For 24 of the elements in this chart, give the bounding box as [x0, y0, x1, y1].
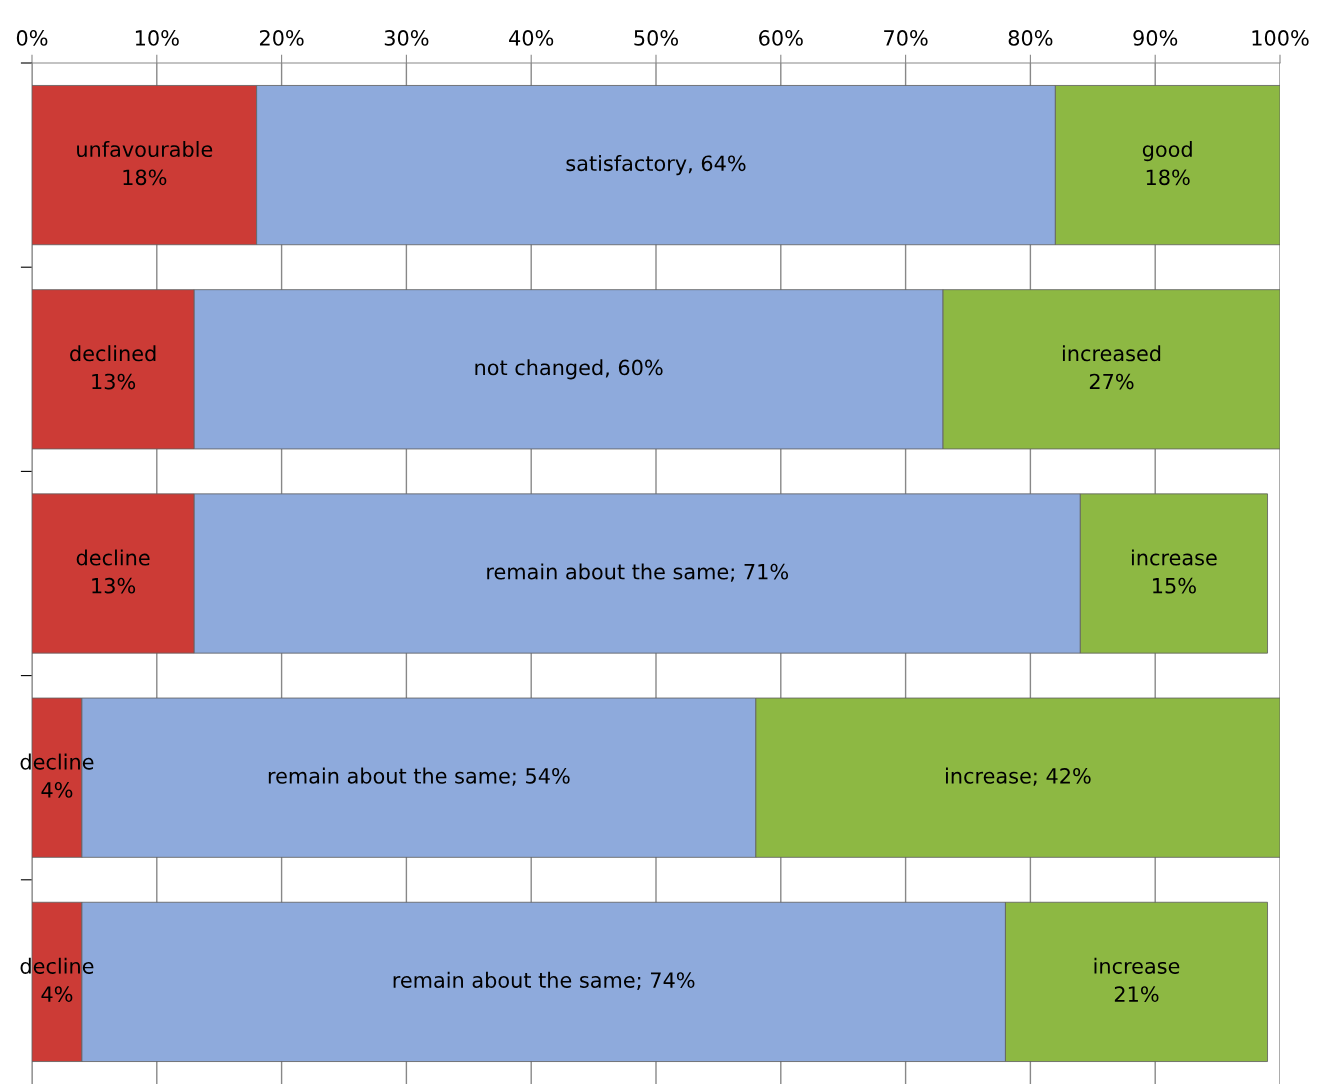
- x-tick-label: 60%: [759, 30, 803, 46]
- x-tick-label: 20%: [259, 30, 304, 46]
- x-tick-label: 90%: [1133, 30, 1178, 46]
- x-tick-label: 10%: [135, 30, 179, 46]
- x-tick-label: 40%: [509, 30, 554, 46]
- data-label: increase 15%: [1131, 549, 1217, 594]
- data-label: remain about the same; 74%: [393, 971, 695, 991]
- data-label: increased 27%: [1062, 345, 1161, 390]
- data-label: good 18%: [1142, 140, 1192, 186]
- data-label: increase; 42%: [946, 767, 1091, 786]
- x-tick-label: 0%: [16, 30, 48, 46]
- x-tick-label: 100%: [1252, 30, 1309, 46]
- data-label: remain about the same; 71%: [487, 563, 789, 582]
- x-tick-label: 50%: [634, 30, 678, 46]
- data-label: unfavourable 18%: [77, 140, 213, 186]
- data-label: satisfactory, 64%: [566, 155, 746, 176]
- x-tick-label: 30%: [384, 30, 429, 46]
- data-label: remain about the same; 54%: [268, 767, 570, 786]
- x-tick-label: 80%: [1008, 30, 1053, 46]
- data-label: decline 13%: [76, 549, 150, 594]
- x-tick-label: 70%: [884, 30, 928, 46]
- data-label: increase 21%: [1094, 957, 1180, 1002]
- data-label: not changed, 60%: [475, 359, 663, 380]
- data-label: declined 13%: [70, 345, 156, 390]
